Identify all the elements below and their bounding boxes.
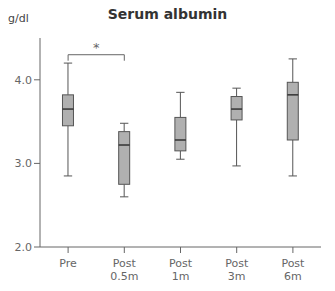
svg-text:Post0.5m: Post0.5m: [110, 257, 138, 283]
svg-text:*: *: [93, 40, 100, 55]
svg-text:Post1m: Post1m: [169, 257, 193, 283]
svg-text:Post6m: Post6m: [281, 257, 305, 283]
svg-text:4.0: 4.0: [15, 74, 33, 87]
svg-text:3.0: 3.0: [15, 157, 33, 170]
html-text:Serum albumin: Serum albumin: [107, 6, 228, 22]
svg-text:Post3m: Post3m: [225, 257, 249, 283]
html-text:g/dl: g/dl: [8, 12, 29, 25]
svg-text:Pre: Pre: [59, 257, 77, 270]
svg-text:2.0: 2.0: [15, 241, 33, 254]
